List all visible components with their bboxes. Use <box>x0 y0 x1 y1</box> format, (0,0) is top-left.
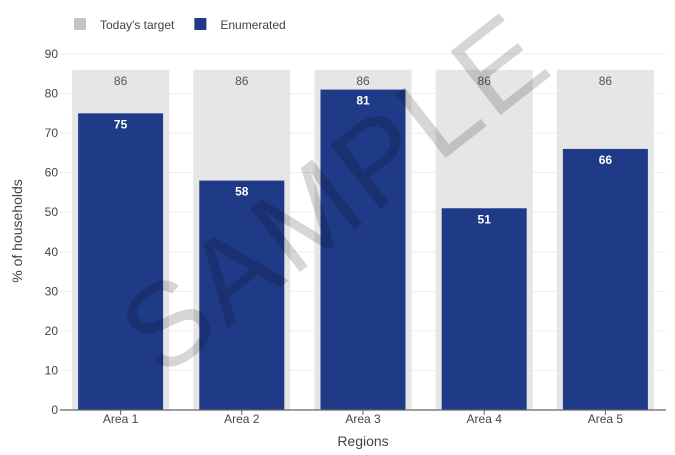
enumerated-data-label: 75 <box>114 117 128 131</box>
y-tick-label: 70 <box>45 126 59 140</box>
enumerated-bar <box>441 208 527 410</box>
legend-swatch <box>194 18 207 30</box>
x-tick-label: Area 4 <box>467 412 503 426</box>
y-axis: 0 10 20 30 40 50 60 70 80 90 <box>45 47 59 417</box>
target-data-label: 86 <box>478 74 492 88</box>
y-tick-label: 20 <box>45 324 59 338</box>
y-tick-label: 90 <box>45 47 59 61</box>
enumerated-data-label: 81 <box>356 94 370 108</box>
x-tick-label: Area 3 <box>345 412 381 426</box>
enumerated-bar <box>199 180 285 410</box>
legend-label: Enumerated <box>220 18 285 32</box>
target-data-label: 86 <box>114 74 128 88</box>
bars: 86 75 86 58 86 81 86 51 86 66 <box>72 69 654 411</box>
y-axis-title: % of households <box>9 179 25 283</box>
y-tick-label: 50 <box>45 205 59 219</box>
target-data-label: 86 <box>235 74 249 88</box>
y-tick-label: 30 <box>45 284 59 298</box>
y-tick-label: 60 <box>45 166 59 180</box>
y-tick-label: 10 <box>45 363 59 377</box>
x-tick-label: Area 5 <box>588 412 624 426</box>
enumerated-bar <box>320 89 406 410</box>
legend: Today's target Enumerated <box>74 18 286 32</box>
x-tick-label: Area 2 <box>224 412 260 426</box>
legend-label: Today's target <box>100 18 175 32</box>
enumerated-data-label: 66 <box>599 153 613 167</box>
y-tick-label: 40 <box>45 245 59 259</box>
target-data-label: 86 <box>599 74 613 88</box>
enumerated-data-label: 58 <box>235 185 249 199</box>
enumerated-data-label: 51 <box>478 212 492 226</box>
y-tick-label: 0 <box>51 403 58 417</box>
enumerated-bar <box>562 148 648 410</box>
y-tick-label: 80 <box>45 87 59 101</box>
enumerated-bar <box>78 113 164 410</box>
x-tick-label: Area 1 <box>103 412 139 426</box>
x-axis: Area 1 Area 2 Area 3 Area 4 Area 5 <box>60 409 666 426</box>
target-data-label: 86 <box>356 74 370 88</box>
legend-swatch <box>74 18 86 30</box>
x-axis-title: Regions <box>337 433 388 449</box>
